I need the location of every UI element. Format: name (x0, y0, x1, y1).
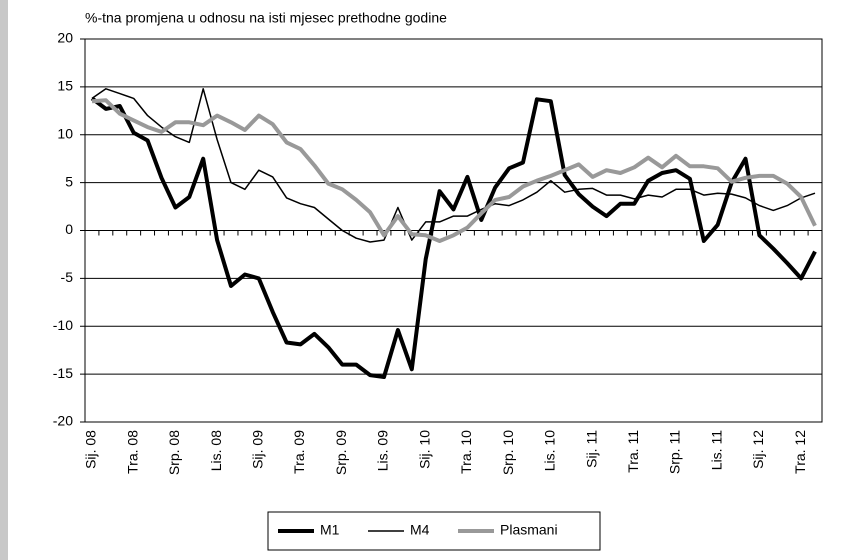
y-tick-label: 15 (57, 78, 73, 94)
y-tick-label: -20 (53, 413, 73, 429)
legend-label: Plasmani (500, 522, 558, 538)
x-tick-label: Sij. 09 (250, 430, 266, 469)
y-tick-label: -15 (53, 365, 73, 381)
x-tick-label: Srp. 10 (500, 430, 516, 475)
x-tick-label: Lis. 09 (375, 430, 391, 471)
series-line (91, 88, 816, 243)
legend-label: M1 (320, 522, 340, 538)
x-tick-label: Lis. 08 (208, 430, 224, 471)
x-tick-label: Sij. 11 (583, 430, 599, 468)
x-tick-label: Srp. 09 (333, 430, 349, 475)
x-tick-label: Sij. 08 (83, 430, 99, 469)
x-tick-label: Tra. 09 (291, 430, 307, 474)
y-tick-label: 5 (65, 173, 73, 189)
side-bar (0, 0, 8, 560)
y-tick-label: 10 (57, 125, 73, 141)
x-tick-label: Srp. 08 (166, 430, 182, 475)
y-tick-label: 20 (57, 30, 73, 46)
x-tick-label: Tra. 12 (792, 430, 808, 474)
y-tick-label: -10 (53, 317, 73, 333)
x-tick-label: Tra. 10 (458, 430, 474, 474)
series-line (91, 98, 817, 243)
x-tick-label: Lis. 10 (542, 430, 558, 471)
x-tick-label: Srp. 11 (667, 430, 683, 474)
y-tick-label: -5 (61, 269, 74, 285)
x-tick-label: Sij. 10 (416, 430, 432, 469)
legend-label: M4 (410, 522, 430, 538)
series-line (90, 96, 817, 379)
x-tick-label: Sij. 12 (750, 430, 766, 469)
x-tick-label: Lis. 11 (708, 430, 724, 470)
legend-box (267, 511, 601, 551)
chart-title: %-tna promjena u odnosu na isti mjesec p… (85, 10, 447, 26)
x-tick-label: Tra. 11 (625, 430, 641, 473)
x-tick-label: Tra. 08 (124, 430, 140, 474)
y-tick-label: 0 (65, 221, 73, 237)
